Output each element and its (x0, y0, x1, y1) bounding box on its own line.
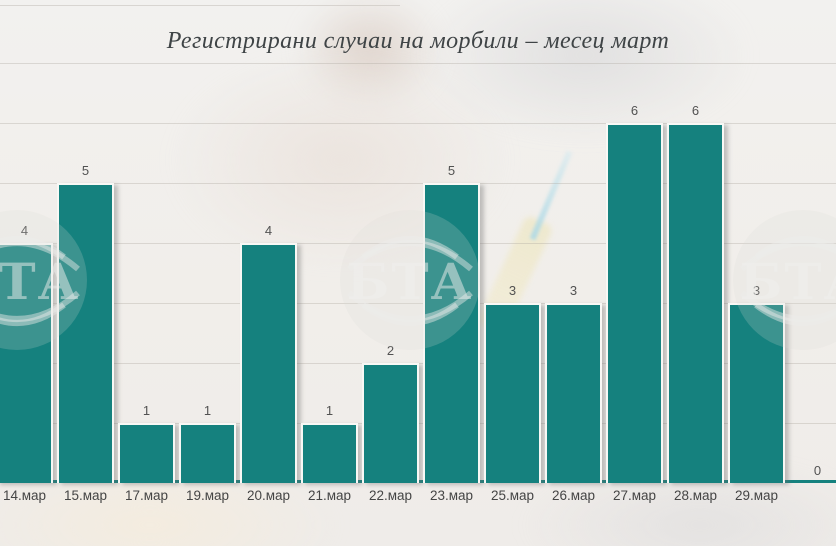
bar (240, 243, 297, 483)
gridline (0, 63, 836, 64)
bar (362, 363, 419, 483)
x-tick-label: 26.мар (551, 488, 596, 503)
bar-slot (177, 0, 238, 546)
bar (301, 423, 358, 483)
bar (118, 423, 175, 483)
x-tick-label: 29.мар (734, 488, 779, 503)
x-tick-label: 27.мар (612, 488, 657, 503)
bar-value-label: 5 (81, 163, 90, 178)
bar (179, 423, 236, 483)
bar-slot (116, 0, 177, 546)
bar (484, 303, 541, 483)
bar (728, 303, 785, 483)
bar-value-label: 0 (813, 463, 822, 478)
bar-slot (0, 0, 55, 546)
gridline (0, 243, 836, 244)
bar-value-label: 1 (142, 403, 151, 418)
x-tick-label: 22.мар (368, 488, 413, 503)
x-tick-label: 23.мар (429, 488, 474, 503)
bar (0, 243, 53, 483)
bar-value-label: 1 (203, 403, 212, 418)
bar-value-label: 2 (386, 343, 395, 358)
bar-slot (665, 0, 726, 546)
bar-slot (726, 0, 787, 546)
photo-edge-line (0, 5, 400, 6)
bar (545, 303, 602, 483)
bar-value-label: 6 (630, 103, 639, 118)
bar (57, 183, 114, 483)
x-tick-label: 15.мар (63, 488, 108, 503)
bar-slot (604, 0, 665, 546)
bar-slot (543, 0, 604, 546)
bar-value-label: 3 (508, 283, 517, 298)
bar-value-label: 3 (752, 283, 761, 298)
x-tick-label: 17.мар (124, 488, 169, 503)
bar (606, 123, 663, 483)
x-tick-label: 20.мар (246, 488, 291, 503)
chart-title: Регистрирани случаи на морбили – месец м… (166, 28, 670, 54)
x-tick-label: 14.мар (2, 488, 47, 503)
bar (667, 123, 724, 483)
bar-value-label: 3 (569, 283, 578, 298)
bar-slot (55, 0, 116, 546)
bar-value-label: 1 (325, 403, 334, 418)
bar-slot (299, 0, 360, 546)
bar-value-label: 4 (20, 223, 29, 238)
bar-slot (360, 0, 421, 546)
gridline (0, 183, 836, 184)
gridline (0, 123, 836, 124)
gridline (0, 303, 836, 304)
bar-slot (238, 0, 299, 546)
x-tick-label: 19.мар (185, 488, 230, 503)
photo-blob-gray (420, 0, 750, 140)
bar-value-label: 6 (691, 103, 700, 118)
x-tick-label: 21.мар (307, 488, 352, 503)
x-tick-label: 25.мар (490, 488, 535, 503)
bar-value-label: 5 (447, 163, 456, 178)
x-tick-label: 28.мар (673, 488, 718, 503)
bar (423, 183, 480, 483)
bar-value-label: 4 (264, 223, 273, 238)
bar-slot (482, 0, 543, 546)
bar-slot (421, 0, 482, 546)
